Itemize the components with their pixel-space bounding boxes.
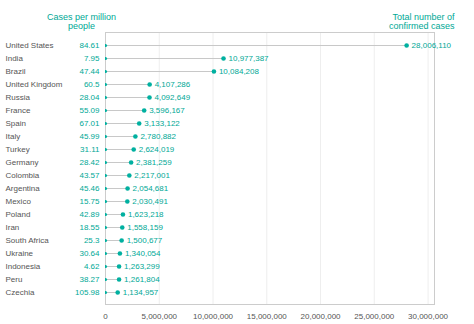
svg-text:15.7515.75: 15.7515.75 (79, 197, 100, 206)
svg-text:1,558,159: 1,558,159 (127, 223, 163, 232)
svg-text:Cases per millionpeople: Cases per millionpeople (47, 12, 116, 31)
svg-text:Spain: Spain (6, 119, 26, 128)
svg-text:Indonesia: Indonesia (6, 262, 41, 271)
svg-text:30,000,000: 30,000,000 (408, 312, 449, 321)
svg-text:United Kingdom: United Kingdom (6, 80, 63, 89)
svg-text:25.325.3: 25.325.3 (84, 236, 100, 245)
svg-text:31.1131.11: 31.1131.11 (80, 145, 100, 154)
svg-text:5,000,000: 5,000,000 (141, 312, 177, 321)
svg-text:10,084,208: 10,084,208 (219, 67, 260, 76)
svg-text:4,107,286: 4,107,286 (155, 80, 191, 89)
svg-text:45.9945.99: 45.9945.99 (79, 132, 100, 141)
svg-text:2,217,001: 2,217,001 (134, 171, 170, 180)
svg-text:United States: United States (6, 41, 54, 50)
svg-text:28,006,110: 28,006,110 (412, 41, 452, 50)
svg-text:7.957.95: 7.957.95 (84, 54, 100, 63)
svg-text:67.0167.01: 67.0167.01 (79, 119, 100, 128)
svg-text:1,134,957: 1,134,957 (123, 288, 159, 297)
svg-text:France: France (6, 106, 31, 115)
svg-text:20,000,000: 20,000,000 (301, 312, 342, 321)
svg-text:2,381,259: 2,381,259 (136, 158, 172, 167)
svg-text:4,092,649: 4,092,649 (155, 93, 191, 102)
svg-text:0: 0 (103, 312, 108, 321)
svg-text:Total number ofconfirmed cases: Total number ofconfirmed cases (389, 12, 455, 31)
svg-text:2,030,491: 2,030,491 (132, 197, 168, 206)
svg-text:60.560.5: 60.560.5 (84, 80, 100, 89)
svg-text:3,133,122: 3,133,122 (144, 119, 180, 128)
svg-text:15,000,000: 15,000,000 (247, 312, 288, 321)
svg-text:Germany: Germany (6, 158, 39, 167)
svg-text:4.624.62: 4.624.62 (84, 262, 100, 271)
svg-text:1,263,299: 1,263,299 (124, 262, 160, 271)
svg-text:10,977,387: 10,977,387 (229, 54, 270, 63)
svg-text:28.0428.04: 28.0428.04 (79, 93, 100, 102)
svg-text:Italy: Italy (6, 132, 21, 141)
svg-text:2,054,681: 2,054,681 (133, 184, 169, 193)
svg-text:30.6430.64: 30.6430.64 (79, 249, 100, 258)
svg-text:Peru: Peru (6, 275, 23, 284)
svg-text:Czechia: Czechia (6, 288, 35, 297)
svg-text:Brazil: Brazil (6, 67, 26, 76)
svg-text:India: India (6, 54, 24, 63)
svg-text:45.4645.46: 45.4645.46 (79, 184, 100, 193)
svg-text:1,340,054: 1,340,054 (125, 249, 161, 258)
svg-text:South Africa: South Africa (6, 236, 50, 245)
svg-text:28.4228.42: 28.4228.42 (79, 158, 100, 167)
svg-text:Russia: Russia (6, 93, 31, 102)
svg-text:Iran: Iran (6, 223, 20, 232)
svg-text:47.4447.44: 47.4447.44 (79, 67, 100, 76)
svg-text:Poland: Poland (6, 210, 31, 219)
svg-text:2,624,019: 2,624,019 (139, 145, 175, 154)
svg-text:84.6184.61: 84.6184.61 (79, 41, 100, 50)
svg-text:10,000,000: 10,000,000 (193, 312, 234, 321)
svg-text:Ukraine: Ukraine (6, 249, 34, 258)
svg-text:18.5518.55: 18.5518.55 (79, 223, 100, 232)
svg-text:25,000,000: 25,000,000 (354, 312, 395, 321)
svg-text:1,261,804: 1,261,804 (124, 275, 160, 284)
svg-text:42.8942.89: 42.8942.89 (79, 210, 100, 219)
svg-text:Mexico: Mexico (6, 197, 32, 206)
svg-text:Turkey: Turkey (6, 145, 30, 154)
svg-text:43.5743.57: 43.5743.57 (79, 171, 100, 180)
svg-text:55.0955.09: 55.0955.09 (79, 106, 100, 115)
svg-text:1,623,218: 1,623,218 (128, 210, 164, 219)
svg-text:1,500,677: 1,500,677 (127, 236, 163, 245)
svg-text:Colombia: Colombia (6, 171, 40, 180)
svg-text:2,780,882: 2,780,882 (140, 132, 176, 141)
svg-text:3,596,167: 3,596,167 (149, 106, 185, 115)
svg-text:105.98105.98: 105.98105.98 (75, 288, 100, 297)
svg-text:38.2738.27: 38.2738.27 (79, 275, 100, 284)
svg-text:Argentina: Argentina (6, 184, 41, 193)
